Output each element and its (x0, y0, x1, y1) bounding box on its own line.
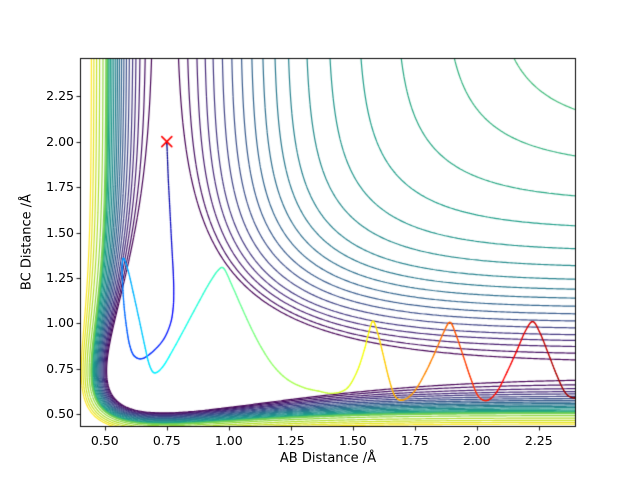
x-tick-label: 1.25 (276, 433, 305, 448)
y-tick-label: 2.25 (46, 88, 74, 104)
y-tick-label: 1.25 (46, 269, 74, 285)
x-tick-label: 2.25 (524, 433, 553, 448)
y-tick-label: 1.00 (46, 315, 74, 331)
x-tick-label: 1.00 (214, 433, 243, 448)
y-tick-label: 2.00 (46, 133, 74, 149)
y-tick-label: 0.75 (46, 360, 74, 376)
x-tick-label: 2.00 (462, 433, 491, 448)
y-tick-label: 1.50 (46, 224, 74, 240)
y-tick-label: 0.50 (46, 406, 74, 422)
x-tick-label: 1.75 (400, 433, 429, 448)
x-tick-label: 0.50 (90, 433, 119, 448)
x-tick-label: 1.50 (338, 433, 367, 448)
x-tick-label: 0.75 (152, 433, 181, 448)
y-tick-label: 1.75 (46, 179, 74, 195)
x-axis-label: AB Distance /Å (279, 451, 377, 466)
y-axis-label: BC Distance /Å (19, 193, 35, 291)
